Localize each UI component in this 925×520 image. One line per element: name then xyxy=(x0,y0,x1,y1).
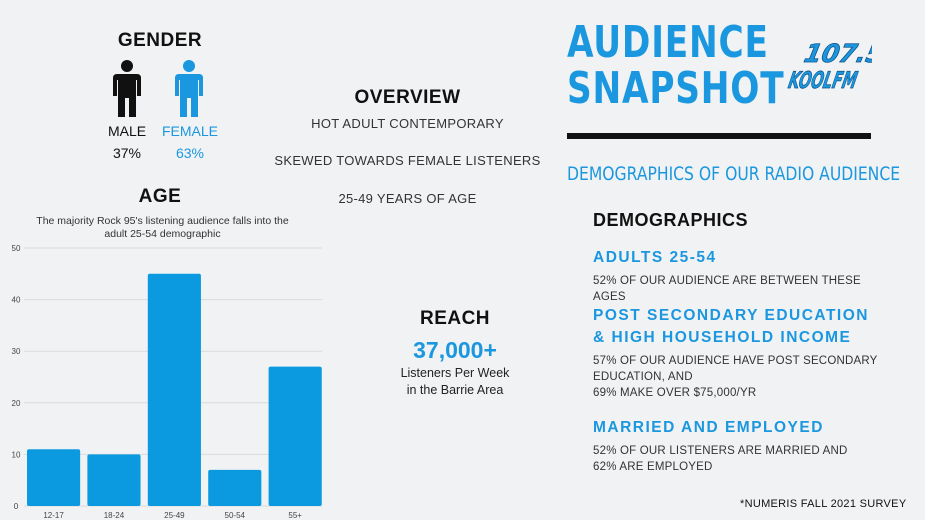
y-tick-label: 40 xyxy=(12,296,21,305)
education-section-text: EDUCATION, AND xyxy=(593,371,693,383)
x-tick-label: 55+ xyxy=(288,511,302,520)
chart-y-ticks: 0 10 20 30 40 50 xyxy=(12,244,21,511)
headline-snapshot: SNAPSHOT xyxy=(567,63,785,114)
logo-name: KOOLFM xyxy=(786,67,860,94)
age-bar-chart: 0 10 20 30 40 50 12-17 18-24 25-49 50-54 55+ xyxy=(12,244,322,520)
chart-x-ticks: 12-17 18-24 25-49 50-54 55+ xyxy=(43,511,302,520)
x-tick-label: 25-49 xyxy=(164,511,185,520)
reach-title: REACH xyxy=(419,308,491,329)
income-section-title: & HIGH HOUSEHOLD INCOME xyxy=(593,329,852,346)
y-tick-label: 10 xyxy=(12,450,21,459)
station-logo: 107.5 KOOLFM xyxy=(786,39,872,94)
age-caption: The majority Rock 95's listening audienc… xyxy=(36,215,289,240)
overview-item: 25-49 YEARS OF AGE xyxy=(338,191,477,206)
headline-audience: AUDIENCE xyxy=(567,17,769,68)
survey-footnote: *NUMERIS FALL 2021 SURVEY xyxy=(740,498,907,510)
income-section-text: 69% MAKE OVER $75,000/YR xyxy=(593,387,757,399)
male-label: MALE xyxy=(107,123,147,139)
bar-25-49 xyxy=(147,273,201,506)
female-label: FEMALE xyxy=(161,123,218,139)
bar-18-24 xyxy=(87,454,141,506)
header-divider xyxy=(567,133,871,139)
x-tick-label: 12-17 xyxy=(43,511,64,520)
age-title: AGE xyxy=(138,186,182,207)
adults-section-title: ADULTS 25-54 xyxy=(593,249,717,266)
y-tick-label: 20 xyxy=(12,399,21,408)
overview-title: OVERVIEW xyxy=(354,87,461,108)
y-tick-label: 30 xyxy=(12,347,21,356)
male-percentage: 37% xyxy=(112,145,142,161)
bar-50-54 xyxy=(208,469,262,506)
education-section-text: 57% OF OUR AUDIENCE HAVE POST SECONDARY xyxy=(593,355,878,367)
overview-item: SKEWED TOWARDS FEMALE LISTENERS xyxy=(274,153,541,168)
y-tick-label: 50 xyxy=(12,244,21,253)
reach-description: Listeners Per Week in the Barrie Area xyxy=(385,365,525,399)
logo-number: 107.5 xyxy=(802,39,872,68)
demographics-title: DEMOGRAPHICS xyxy=(593,210,749,230)
reach-value: 37,000+ xyxy=(413,337,497,363)
bar-12-17 xyxy=(27,449,81,506)
married-section-title: MARRIED AND EMPLOYED xyxy=(593,419,824,436)
reach-desc-line: in the Barrie Area xyxy=(406,383,504,397)
gender-title: GENDER xyxy=(117,30,203,51)
adults-section-text: 52% OF OUR AUDIENCE ARE BETWEEN THESE AG… xyxy=(593,275,861,303)
chart-bars xyxy=(27,273,322,506)
bar-55+ xyxy=(268,366,322,506)
male-person-icon xyxy=(113,60,141,117)
tagline: DEMOGRAPHICS OF OUR RADIO AUDIENCE xyxy=(567,163,901,185)
female-percentage: 63% xyxy=(175,145,205,161)
married-section-text: 52% OF OUR LISTENERS ARE MARRIED AND 62%… xyxy=(593,445,848,473)
reach-desc-line: Listeners Per Week xyxy=(400,366,510,380)
y-tick-label: 0 xyxy=(14,502,19,511)
female-person-icon xyxy=(175,60,203,117)
education-section-title: POST SECONDARY EDUCATION xyxy=(593,307,869,324)
x-tick-label: 18-24 xyxy=(104,511,125,520)
x-tick-label: 50-54 xyxy=(225,511,246,520)
overview-item: HOT ADULT CONTEMPORARY xyxy=(311,116,504,131)
